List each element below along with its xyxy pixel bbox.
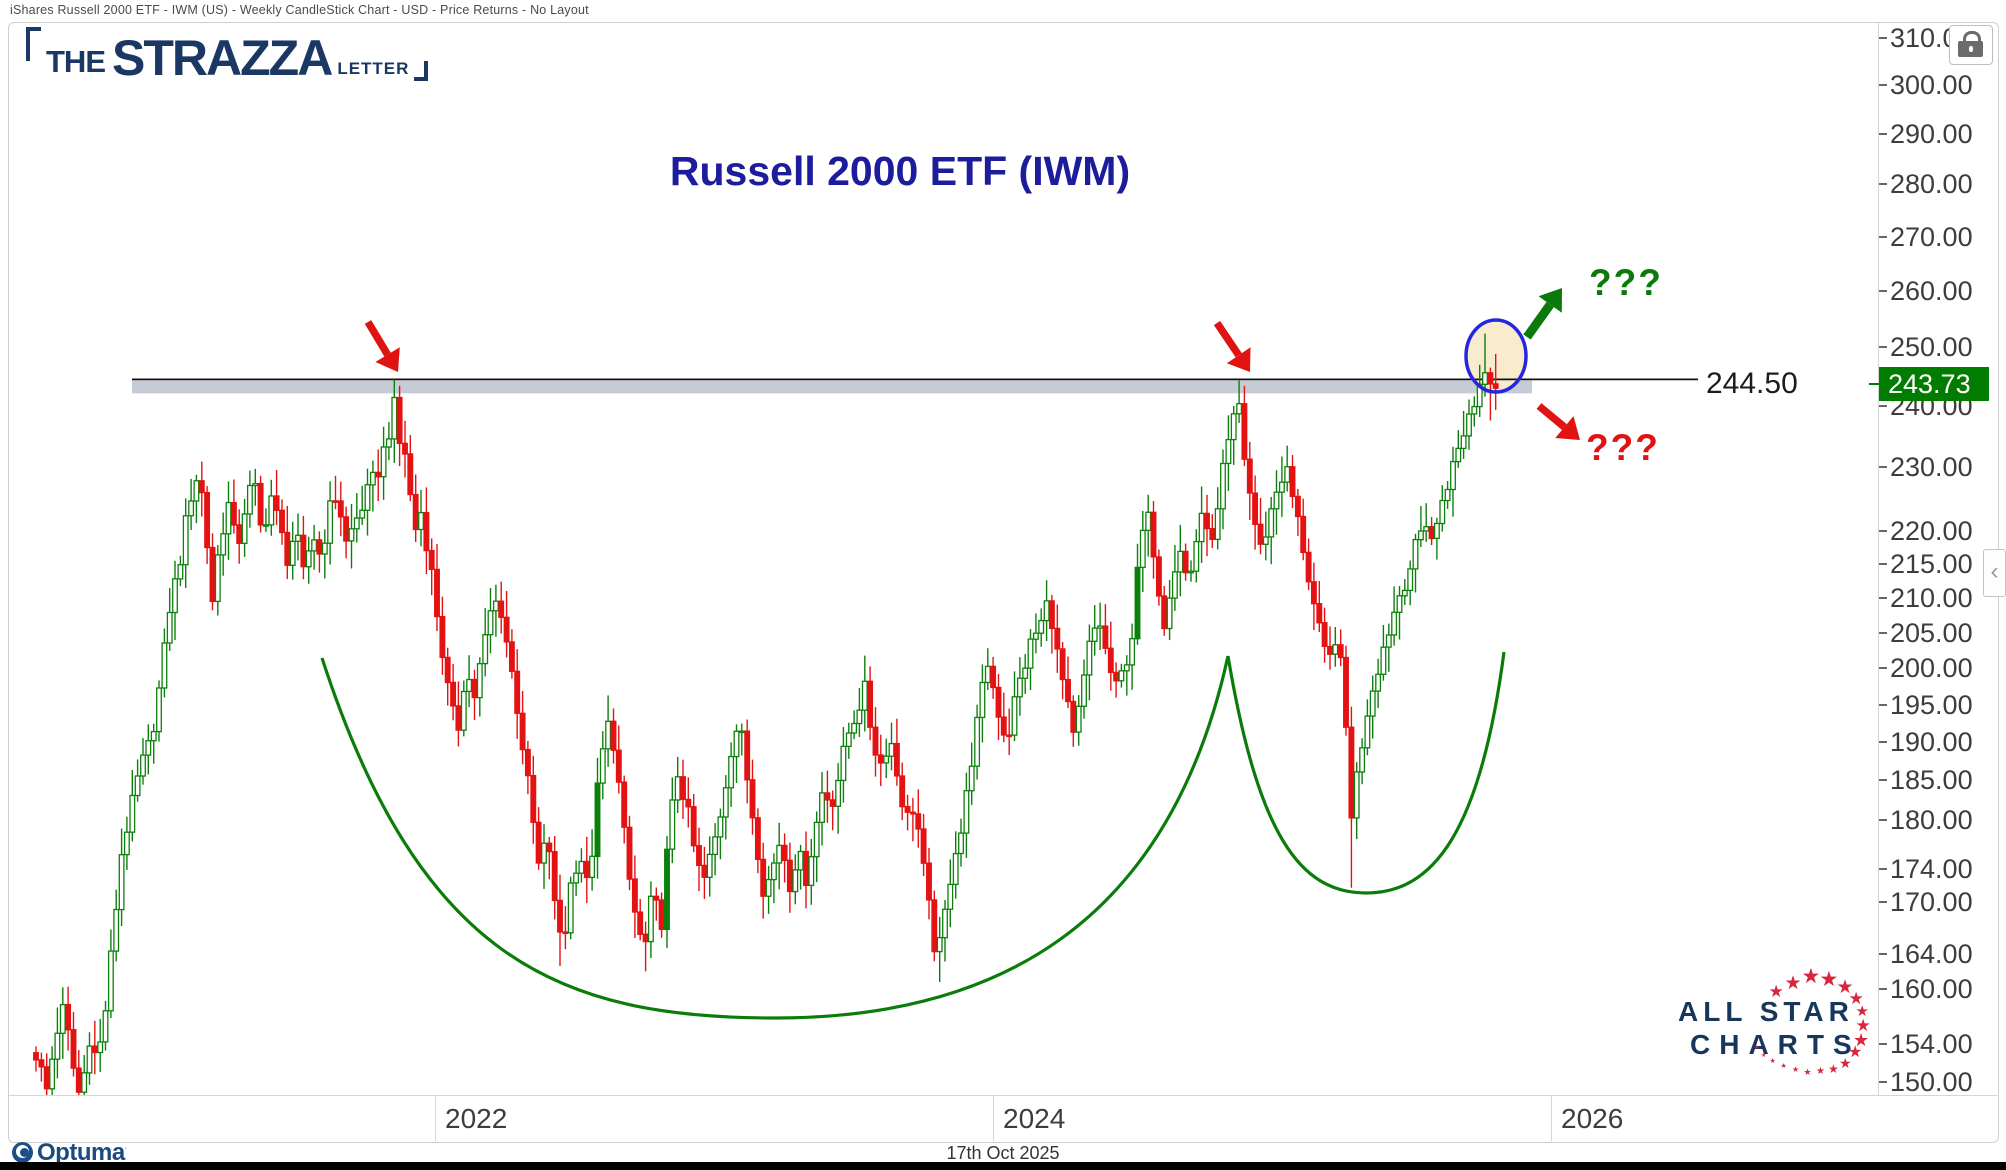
last-price-tick bbox=[1869, 382, 1879, 385]
star-icon: ★ bbox=[1839, 1054, 1852, 1071]
y-axis-tick-label: 160.00 bbox=[1890, 974, 1973, 1005]
y-axis-tickmark bbox=[1879, 631, 1887, 634]
logo-the: THE bbox=[46, 44, 106, 79]
star-icon: ★ bbox=[1855, 1003, 1869, 1021]
optuma-icon bbox=[12, 1142, 33, 1163]
window-title: iShares Russell 2000 ETF - IWM (US) - We… bbox=[10, 3, 589, 17]
y-axis-tick-label: 270.00 bbox=[1890, 221, 1973, 252]
y-axis-tick-label: 300.00 bbox=[1890, 70, 1973, 101]
footer-bar bbox=[0, 1162, 2006, 1170]
strazza-letter-logo: THE STRAZZA LETTER bbox=[26, 27, 429, 86]
star-icon: ★ bbox=[1769, 1057, 1776, 1065]
star-icon: ★ bbox=[1801, 964, 1821, 988]
y-axis-tick-label: 200.00 bbox=[1890, 653, 1973, 684]
y-axis-tickmark bbox=[1879, 1081, 1887, 1083]
y-axis-tick-label: 215.00 bbox=[1890, 549, 1973, 580]
star-icon: ★ bbox=[1768, 982, 1784, 1002]
y-axis-tickmark bbox=[1879, 183, 1887, 186]
x-axis-year-label: 2022 bbox=[445, 1103, 508, 1134]
y-axis-tickmark bbox=[1879, 1043, 1887, 1046]
y-axis-tick-label: 290.00 bbox=[1890, 118, 1973, 149]
lock-icon bbox=[1963, 31, 1981, 45]
star-icon: ★ bbox=[1819, 967, 1839, 991]
optuma-logo: Optuma ˙ bbox=[12, 1139, 128, 1166]
y-axis-tickmark bbox=[1879, 952, 1887, 955]
y-axis-tickmark bbox=[1879, 405, 1887, 408]
star-icon: ★ bbox=[1848, 1043, 1863, 1061]
y-axis-tickmark bbox=[1879, 289, 1887, 292]
y-axis-tickmark bbox=[1879, 37, 1887, 39]
all-star-charts-logo-line2: CHARTS bbox=[1690, 1029, 1861, 1060]
y-axis-separator bbox=[1878, 23, 1879, 1095]
y-axis-tick-label: 195.00 bbox=[1890, 689, 1973, 720]
y-axis-tick-label: 230.00 bbox=[1890, 452, 1973, 483]
panel-collapse-button[interactable]: ‹ bbox=[1983, 549, 2006, 597]
star-icon: ★ bbox=[1780, 1062, 1787, 1070]
x-axis-year-gridline bbox=[993, 1096, 994, 1141]
x-axis-separator bbox=[9, 1095, 1997, 1096]
star-icon: ★ bbox=[1855, 1016, 1871, 1036]
y-axis-tickmark bbox=[1879, 741, 1887, 744]
star-icon: ★ bbox=[1836, 976, 1854, 998]
star-icon: ★ bbox=[1754, 1044, 1760, 1051]
x-axis-year-gridline bbox=[435, 1096, 436, 1141]
x-axis-year-label: 2024 bbox=[1003, 1103, 1066, 1134]
x-axis-year-label: 2026 bbox=[1561, 1103, 1624, 1134]
x-axis-year-gridline bbox=[1551, 1096, 1552, 1141]
y-axis-tick-label: 180.00 bbox=[1890, 804, 1973, 835]
y-axis-tickmark bbox=[1879, 818, 1887, 821]
y-axis-tickmark bbox=[1879, 466, 1887, 469]
y-axis-tickmark bbox=[1879, 563, 1887, 566]
star-icon: ★ bbox=[1761, 1052, 1767, 1059]
y-axis-tickmark bbox=[1879, 667, 1887, 670]
question-marks-upside: ??? bbox=[1589, 262, 1663, 303]
axis-lock-button[interactable] bbox=[1949, 25, 1993, 65]
y-axis-tick-label: 260.00 bbox=[1890, 275, 1973, 306]
y-axis-tick-label: 164.00 bbox=[1890, 938, 1973, 969]
y-axis-tickmark bbox=[1879, 867, 1887, 870]
y-axis-tick-label: 220.00 bbox=[1890, 516, 1973, 547]
y-axis-tickmark bbox=[1879, 235, 1887, 238]
logo-open-bracket-icon bbox=[26, 27, 41, 61]
y-axis-tickmark bbox=[1879, 84, 1887, 87]
chart-date: 17th Oct 2025 bbox=[946, 1143, 1060, 1163]
resistance-level-label: 244.50 bbox=[1706, 367, 1798, 400]
y-axis-tickmark bbox=[1879, 988, 1887, 991]
y-axis-tick-label: 205.00 bbox=[1890, 617, 1973, 648]
chart-frame bbox=[8, 22, 1999, 1143]
logo-close-bracket-icon bbox=[414, 61, 429, 81]
last-price-badge: 243.73 bbox=[1879, 366, 1989, 401]
star-icon: ★ bbox=[1803, 1066, 1812, 1077]
y-axis-tickmark bbox=[1879, 346, 1887, 349]
y-axis-tick-label: 154.00 bbox=[1890, 1029, 1973, 1060]
price-axis[interactable]: 310.00 300.00 290.00 280.00 270.00 260.00 250.… bbox=[1879, 23, 1996, 1097]
y-axis-tick-label: 170.00 bbox=[1890, 886, 1973, 917]
y-axis-tickmark bbox=[1879, 900, 1887, 903]
y-axis-tick-label: 280.00 bbox=[1890, 169, 1973, 200]
star-icon: ★ bbox=[1828, 1062, 1839, 1077]
y-axis-tick-label: 185.00 bbox=[1890, 765, 1973, 796]
y-axis-tick-label: 150.00 bbox=[1890, 1067, 1973, 1097]
y-axis-tick-label: 250.00 bbox=[1890, 332, 1973, 363]
logo-strazza: STRAZZA bbox=[112, 30, 333, 86]
star-icon: ★ bbox=[1792, 1065, 1800, 1075]
y-axis-tickmark bbox=[1879, 132, 1887, 135]
all-star-charts-logo-line1: ALL STAR bbox=[1678, 996, 1854, 1027]
y-axis-tick-label: 190.00 bbox=[1890, 727, 1973, 758]
y-axis-tickmark bbox=[1879, 779, 1887, 782]
star-icon: ★ bbox=[1816, 1066, 1825, 1078]
y-axis-tick-label: 174.00 bbox=[1890, 853, 1973, 884]
y-axis-tickmark bbox=[1879, 703, 1887, 706]
y-axis-tickmark bbox=[1879, 597, 1887, 600]
logo-letter: LETTER bbox=[337, 59, 410, 78]
star-icon: ★ bbox=[1853, 1029, 1870, 1050]
star-icon: ★ bbox=[1848, 989, 1864, 1009]
chart-title: Russell 2000 ETF (IWM) bbox=[669, 148, 1131, 194]
star-icon: ★ bbox=[1784, 972, 1802, 994]
y-axis-tickmark bbox=[1879, 530, 1887, 533]
y-axis-tick-label: 210.00 bbox=[1890, 583, 1973, 614]
question-marks-downside: ??? bbox=[1586, 427, 1660, 468]
